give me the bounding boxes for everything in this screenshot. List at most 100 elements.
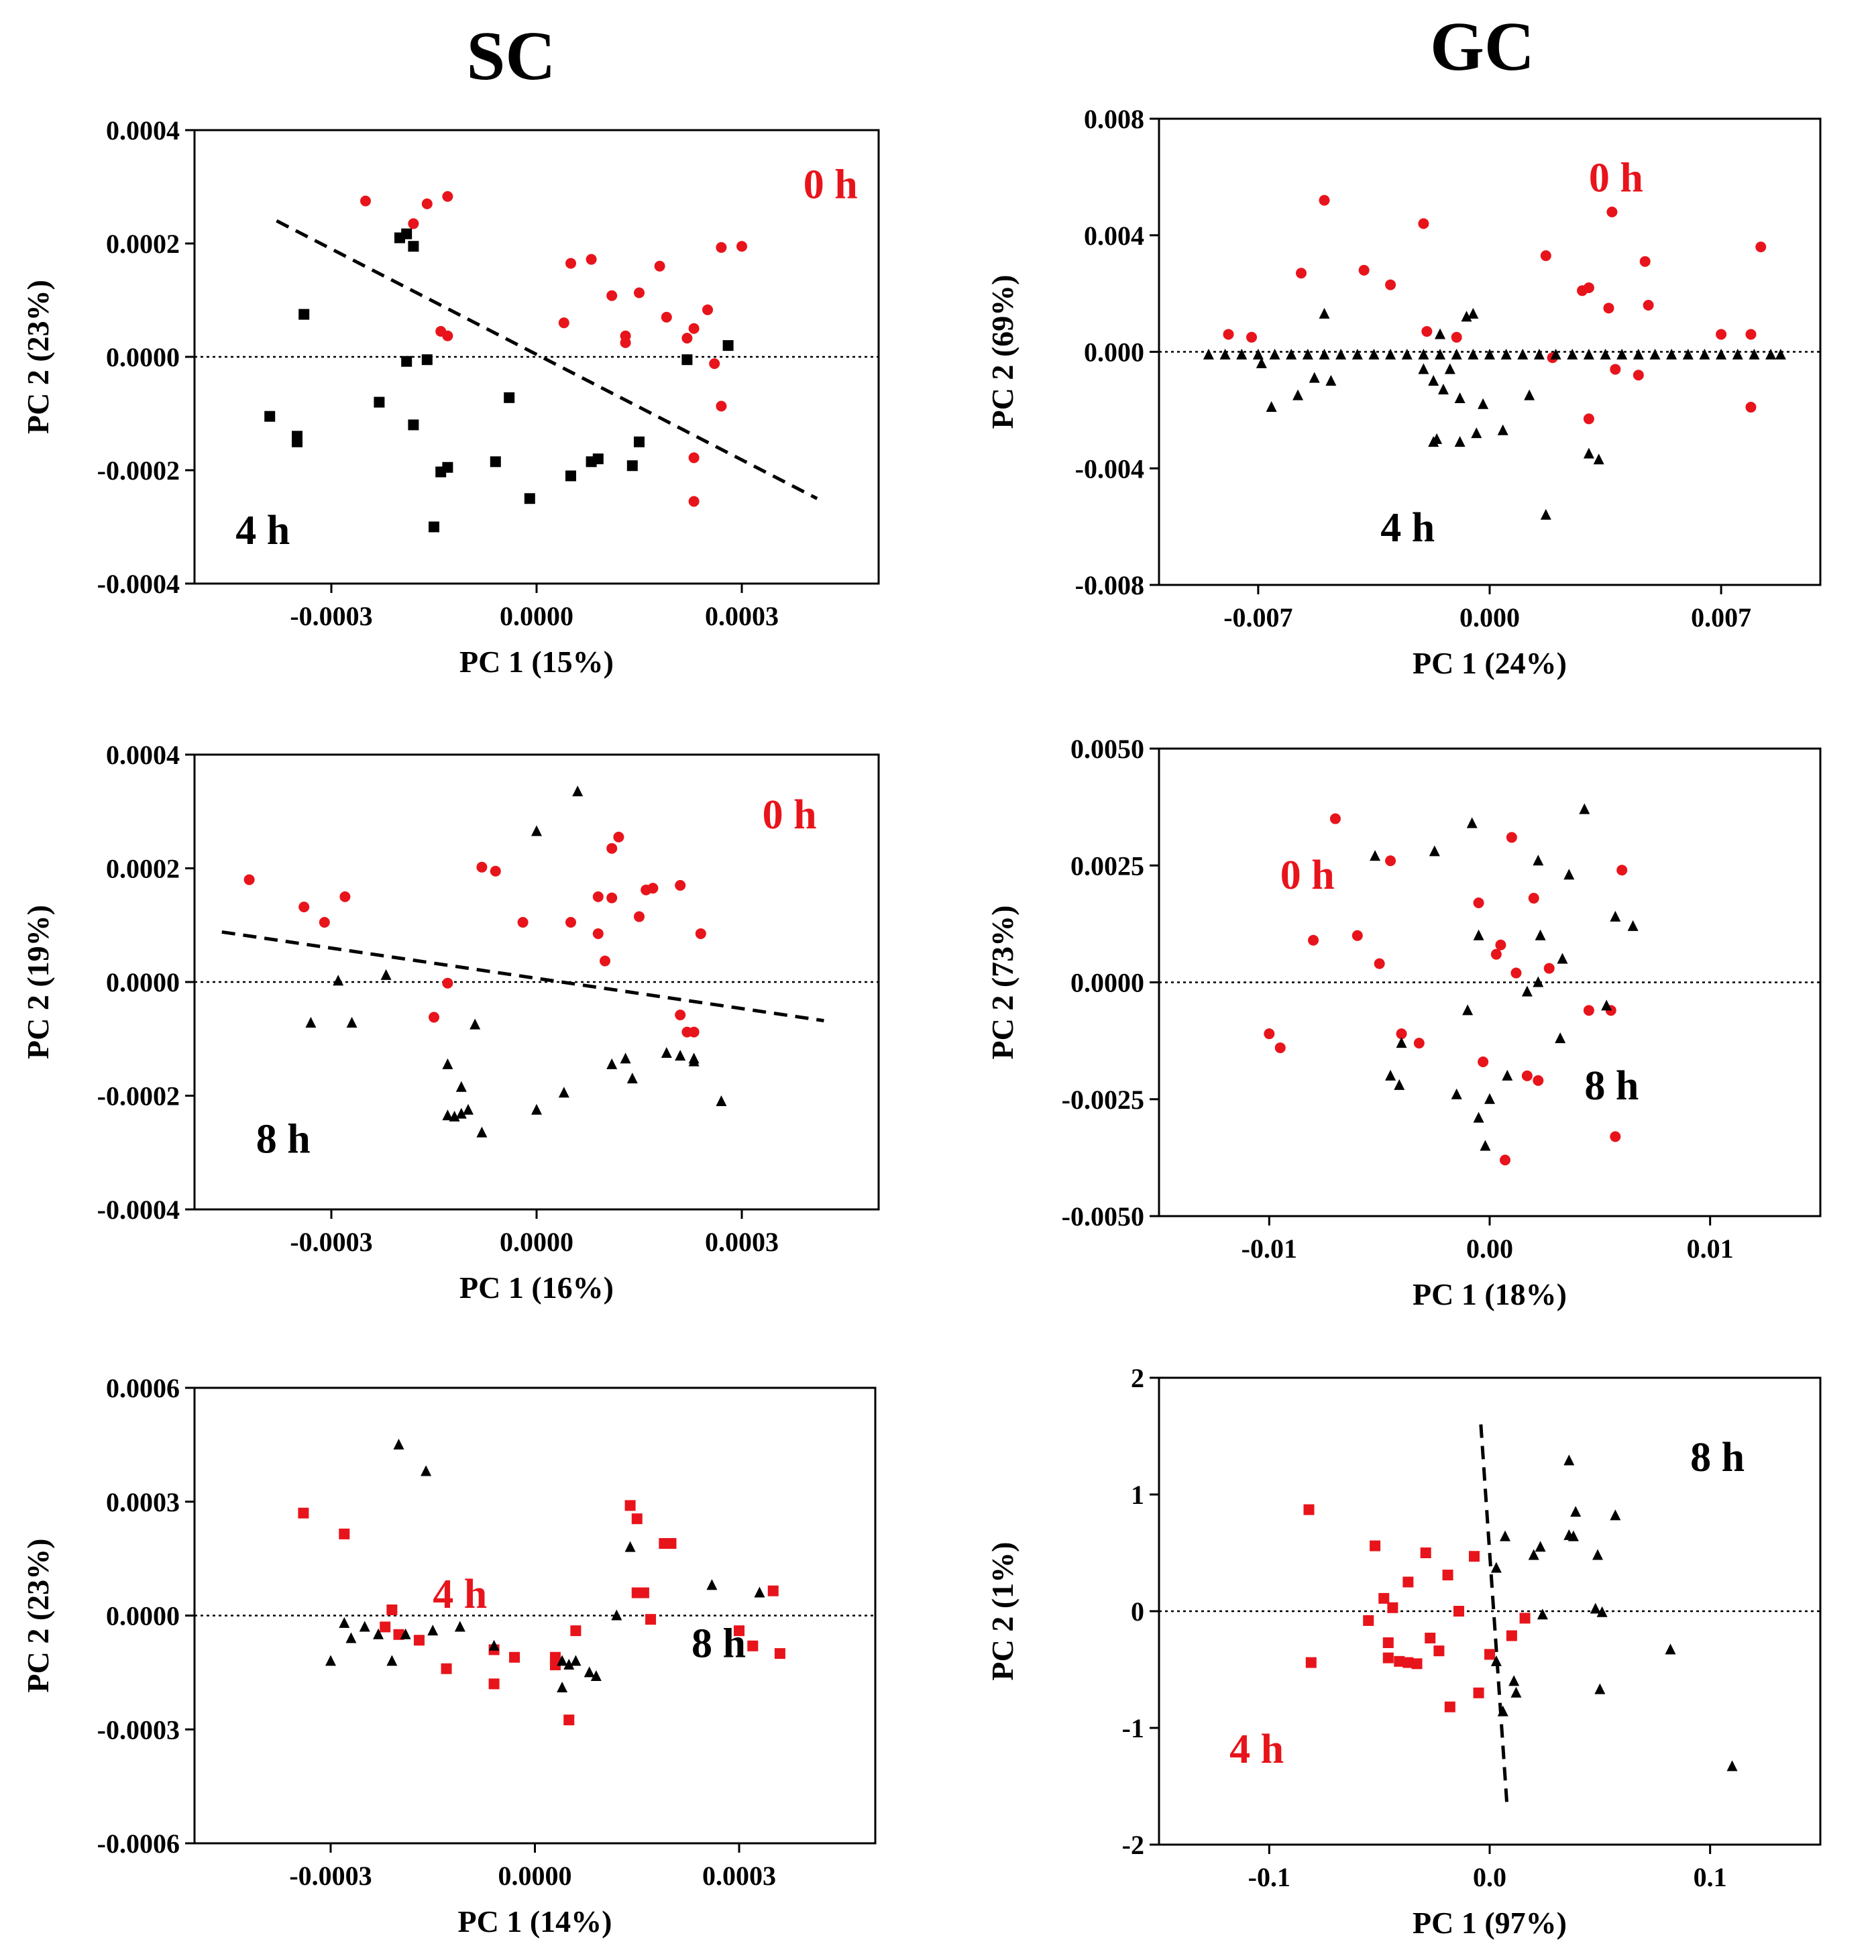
y-tick-label: 0.0006: [106, 1373, 180, 1403]
data-point-8h: [557, 1655, 568, 1666]
data-point-8h: [1500, 1530, 1511, 1541]
y-tick-label: 0.0025: [1070, 851, 1144, 881]
data-point-0h: [442, 330, 453, 341]
x-tick-label: -0.0003: [290, 601, 372, 631]
data-point-4h: [1428, 374, 1439, 386]
data-point-0h: [606, 290, 618, 301]
data-point-4h: [504, 392, 515, 403]
data-point-4h: [1425, 1633, 1436, 1644]
data-point-4h: [1402, 1576, 1414, 1588]
data-point-8h: [716, 1095, 727, 1106]
data-point-4h: [1325, 374, 1337, 386]
data-point-4h: [1633, 348, 1644, 360]
data-point-4h: [1378, 1592, 1390, 1604]
data-point-8h: [470, 1018, 481, 1030]
data-point-0h: [1396, 1028, 1407, 1040]
x-axis-title: PC 1 (18%): [1413, 1277, 1567, 1311]
data-point-8h: [1594, 1683, 1606, 1694]
data-point-0h: [565, 917, 576, 928]
data-point-4h: [1286, 348, 1297, 360]
data-point-4h: [1433, 1645, 1445, 1657]
data-point-4h: [1478, 398, 1489, 409]
data-point-8h: [463, 1103, 474, 1115]
x-tick-label: 0.0000: [500, 601, 573, 631]
data-point-4h: [638, 1587, 649, 1598]
data-point-8h: [1557, 952, 1568, 964]
data-point-8h: [590, 1670, 602, 1682]
data-point-0h: [620, 337, 631, 348]
x-tick-label: 0.0: [1473, 1862, 1506, 1892]
data-point-4h: [1420, 1547, 1431, 1558]
data-point-4h: [1500, 348, 1512, 360]
data-point-0h: [1374, 958, 1385, 969]
data-point-4h: [1382, 1637, 1394, 1648]
data-point-4h: [1442, 1570, 1453, 1581]
data-point-0h: [421, 198, 433, 209]
data-point-4h: [1411, 1658, 1423, 1670]
chart-panel-sc-4h-8h: -0.0003 0.0000 0.0003 -0.0006 -0.0003 0.0000 0…: [21, 1373, 877, 1939]
data-point-0h: [1510, 967, 1522, 979]
data-point-8h: [1563, 869, 1575, 880]
data-point-8h: [1451, 1088, 1462, 1099]
data-point-4h: [1444, 1701, 1455, 1712]
x-tick-label: 0.007: [1691, 602, 1751, 633]
x-tick-label: -0.007: [1223, 602, 1292, 633]
data-point-8h: [611, 1609, 622, 1621]
chart-panel-gc-0h-4h: -0.007 0.000 0.007 -0.008 -0.004 0.000 0.004 0.…: [985, 104, 1822, 680]
x-axis-title: PC 1 (16%): [459, 1270, 614, 1305]
data-point-4h: [292, 436, 302, 447]
data-point-0h: [1603, 303, 1614, 314]
data-point-4h: [1203, 348, 1214, 360]
data-point-4h: [1682, 348, 1694, 360]
data-point-8h: [1665, 1643, 1676, 1655]
data-point-0h: [661, 311, 672, 323]
data-point-4h: [298, 1507, 309, 1519]
group-label-8h: 8 h: [692, 1621, 746, 1667]
data-point-0h: [1506, 832, 1517, 843]
data-point-4h: [1517, 348, 1529, 360]
data-point-8h: [563, 1659, 575, 1670]
group-separator-line: [1479, 1424, 1509, 1810]
data-point-0h: [675, 879, 686, 891]
data-point-8h: [661, 1046, 672, 1058]
data-point-4h: [1219, 348, 1231, 360]
y-axis-title: PC 2 (23%): [21, 1539, 55, 1693]
y-tick-label: -2: [1122, 1830, 1144, 1860]
data-point-0h: [442, 977, 453, 989]
data-point-8h: [1570, 1506, 1582, 1517]
data-point-0h: [654, 260, 665, 272]
data-point-4h: [1533, 348, 1545, 360]
data-point-4h: [631, 1513, 643, 1525]
data-point-8h: [1497, 1705, 1508, 1717]
data-point-4h: [1319, 308, 1330, 319]
data-point-0h: [1246, 331, 1258, 343]
data-point-4h: [624, 1500, 636, 1511]
data-point-8h: [1394, 1079, 1405, 1090]
data-point-8h: [584, 1666, 595, 1678]
data-point-8h: [1601, 999, 1612, 1011]
data-point-0h: [709, 358, 720, 370]
y-tick-label: -0.0002: [97, 1081, 180, 1111]
data-point-4h: [1583, 348, 1594, 360]
data-point-4h: [774, 1648, 785, 1659]
y-tick-label: -0.0006: [97, 1829, 180, 1859]
data-point-0h: [606, 842, 618, 854]
data-point-4h: [1309, 372, 1320, 383]
x-tick-label: 0.00: [1466, 1234, 1513, 1264]
x-tick-label: 0.0000: [498, 1861, 572, 1891]
data-point-4h: [1765, 348, 1777, 360]
data-point-4h: [1444, 363, 1455, 374]
data-point-0h: [1413, 1038, 1425, 1049]
data-point-8h: [572, 785, 584, 797]
data-point-8h: [1462, 1004, 1474, 1016]
data-point-8h: [442, 1058, 453, 1069]
data-point-4h: [1451, 348, 1462, 360]
data-point-8h: [400, 1628, 411, 1639]
data-point-4h: [1732, 348, 1743, 360]
data-point-0h: [408, 218, 419, 229]
data-point-4h: [401, 356, 412, 367]
data-point-8h: [333, 975, 344, 986]
data-point-4h: [1468, 348, 1479, 360]
data-point-4h: [401, 228, 412, 239]
data-point-0h: [716, 241, 727, 253]
